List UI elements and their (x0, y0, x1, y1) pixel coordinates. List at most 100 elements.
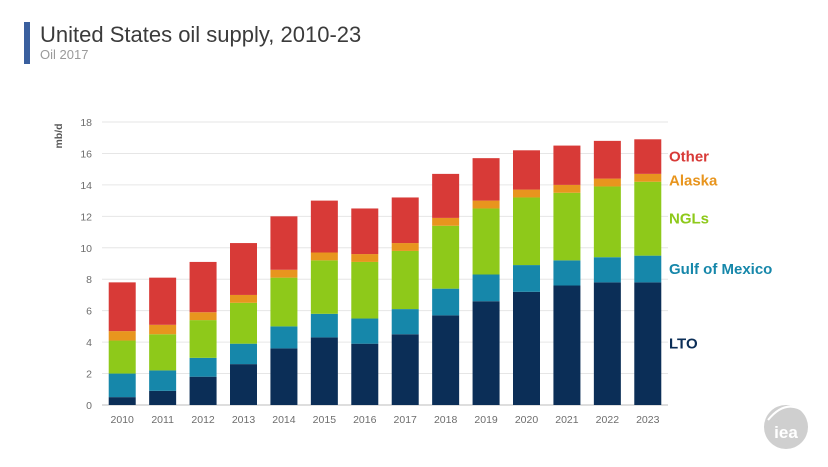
legend-label-gulf-of-mexico: Gulf of Mexico (669, 261, 772, 278)
bar-segment-gulf-of-mexico (351, 318, 379, 344)
x-axis-ticks: 2010 2011 2012 2013 2014 2015 2016 2017 2018 2019… (111, 414, 660, 426)
bar-segment-alaska (230, 294, 257, 303)
x-tick-label: 2021 (555, 414, 579, 426)
bar-segment-lto (108, 397, 136, 405)
bar-segment-other (149, 277, 177, 325)
bar-segment-alaska (310, 252, 338, 261)
x-tick-label: 2017 (394, 414, 418, 426)
bar-segment-lto (553, 285, 581, 405)
x-tick-label: 2023 (636, 414, 660, 426)
y-tick-label: 8 (86, 274, 92, 286)
bar-segment-ngls (230, 302, 257, 344)
x-tick-label: 2015 (313, 414, 337, 426)
bar-segment-alaska (108, 331, 136, 341)
title-accent-bar (24, 22, 30, 64)
bar-segment-gulf-of-mexico (189, 357, 217, 377)
bar-segment-gulf-of-mexico (391, 309, 419, 335)
x-tick-label: 2010 (111, 414, 135, 426)
logo-text: iea (774, 423, 798, 442)
y-tick-label: 0 (86, 400, 92, 412)
bar-segment-lto (634, 282, 662, 405)
gridlines (102, 121, 668, 406)
bar-segment-other (553, 145, 581, 185)
bar-segment-other (310, 200, 338, 253)
chart-subtitle: Oil 2017 (40, 47, 89, 62)
bar-segment-lto (593, 282, 621, 405)
bar-segment-alaska (270, 269, 298, 278)
x-tick-label: 2019 (474, 414, 498, 426)
bar-segment-other (634, 139, 662, 174)
bar-segment-other (391, 197, 419, 244)
legend: Other Alaska NGLs Gulf of Mexico LTO (669, 149, 772, 353)
bar-segment-ngls (634, 181, 662, 256)
bar-segment-other (230, 243, 257, 295)
bar-segment-other (108, 282, 136, 332)
y-tick-label: 2 (86, 369, 92, 381)
bar-segment-alaska (553, 184, 581, 193)
bar-segment-lto (310, 337, 338, 405)
bar-segment-ngls (593, 186, 621, 258)
legend-label-other: Other (669, 149, 709, 166)
bar-segment-lto (391, 334, 419, 405)
bar-segment-gulf-of-mexico (310, 313, 338, 338)
bar-segment-lto (270, 348, 298, 405)
bar-segment-gulf-of-mexico (634, 255, 662, 283)
bar-segment-other (472, 158, 500, 201)
bar-segment-other (189, 261, 217, 313)
bar-segment-gulf-of-mexico (149, 370, 177, 391)
bar-segment-alaska (472, 200, 500, 209)
chart-title: United States oil supply, 2010-23 (40, 22, 362, 47)
bar-segment-gulf-of-mexico (108, 373, 136, 398)
bar-segment-lto (230, 364, 257, 405)
bar-segment-alaska (391, 243, 419, 251)
x-tick-label: 2011 (151, 414, 174, 426)
bar-segment-gulf-of-mexico (553, 260, 581, 286)
bar-segment-alaska (351, 254, 379, 262)
legend-label-alaska: Alaska (669, 173, 718, 190)
bar-segment-other (432, 173, 460, 218)
bar-segment-gulf-of-mexico (472, 274, 500, 302)
bar-segment-other (270, 216, 298, 270)
bar-segment-gulf-of-mexico (593, 257, 621, 283)
x-tick-label: 2012 (191, 414, 215, 426)
bars (108, 139, 662, 405)
bar-segment-gulf-of-mexico (432, 288, 460, 316)
bar-segment-lto (351, 343, 379, 405)
logo-arc (767, 405, 806, 421)
bar-segment-ngls (108, 340, 136, 374)
bar-segment-alaska (189, 312, 217, 321)
x-tick-label: 2020 (515, 414, 539, 426)
logo-circle (764, 405, 808, 449)
bar-segment-alaska (513, 189, 540, 198)
x-tick-label: 2018 (434, 414, 458, 426)
bar-segment-gulf-of-mexico (513, 265, 540, 292)
bar-segment-ngls (149, 334, 177, 371)
legend-label-lto: LTO (669, 336, 698, 353)
x-tick-label: 2016 (353, 414, 377, 426)
bar-segment-ngls (270, 277, 298, 327)
y-tick-label: 10 (80, 243, 92, 255)
bar-segment-other (513, 150, 540, 190)
x-tick-label: 2014 (272, 414, 296, 426)
bar-segment-other (351, 208, 379, 255)
x-tick-label: 2013 (232, 414, 256, 426)
bar-segment-ngls (432, 225, 460, 289)
bar-segment-ngls (189, 320, 217, 358)
iea-logo: iea (764, 405, 808, 449)
bar-segment-lto (432, 315, 460, 405)
legend-label-ngls: NGLs (669, 211, 709, 228)
bar-segment-alaska (634, 173, 662, 182)
x-tick-label: 2022 (596, 414, 620, 426)
y-tick-label: 18 (80, 117, 92, 129)
y-tick-label: 12 (80, 211, 92, 223)
bar-segment-ngls (351, 261, 379, 319)
bar-segment-ngls (513, 197, 540, 266)
bar-segment-lto (149, 390, 177, 405)
bar-segment-lto (513, 291, 540, 405)
bar-segment-ngls (310, 260, 338, 314)
y-tick-label: 4 (86, 337, 92, 349)
y-tick-label: 6 (86, 306, 92, 318)
bar-segment-other (593, 140, 621, 179)
y-tick-label: 14 (80, 180, 92, 192)
